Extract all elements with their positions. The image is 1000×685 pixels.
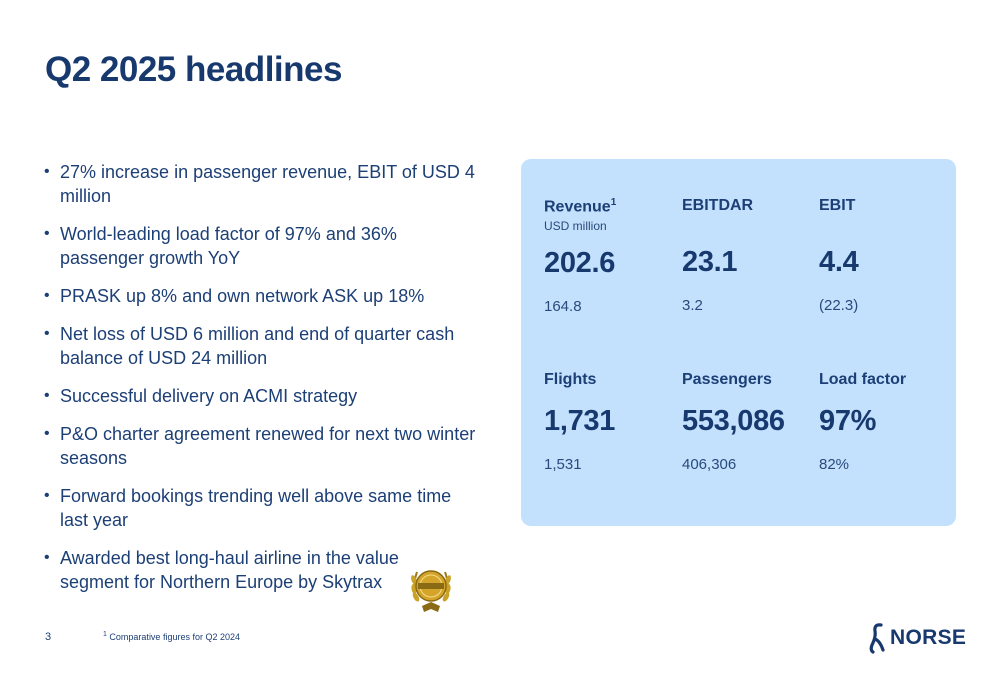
footnote-marker: 1 <box>103 631 107 638</box>
kpi-value: 23.1 <box>682 246 738 278</box>
footnote: 1 Comparative figures for Q2 2024 <box>103 631 240 642</box>
page-title: Q2 2025 headlines <box>45 50 342 89</box>
footnote-marker: 1 <box>610 197 617 208</box>
skytrax-award-laurel-icon <box>411 570 451 612</box>
kpi-passengers: Passengers 553,086 406,306 <box>682 371 812 473</box>
norse-logo-mark-icon <box>869 623 885 654</box>
kpi-value: 202.6 <box>544 247 616 280</box>
kpi-prior-value: (22.3) <box>819 297 859 314</box>
kpi-prior-value: 3.2 <box>682 297 703 314</box>
kpi-label: Load factor <box>819 371 907 388</box>
bullet-item: Net loss of USD 6 million and end of qua… <box>44 322 484 370</box>
kpi-prior-value: 164.8 <box>544 298 582 316</box>
bullet-item: Forward bookings trending well above sam… <box>44 484 484 532</box>
kpi-prior-value: 406,306 <box>682 456 737 473</box>
kpi-card: Revenue1 USD million 202.6 164.8 EBITDAR… <box>521 159 956 526</box>
bullet-item: 27% increase in passenger revenue, EBIT … <box>44 160 484 208</box>
kpi-flights: Flights 1,731 1,531 <box>544 371 674 473</box>
page-number: 3 <box>45 631 52 643</box>
logo-text: NORSE <box>890 626 967 649</box>
kpi-unit-spacer <box>682 218 812 232</box>
kpi-prior-value: 82% <box>819 456 850 473</box>
kpi-label: EBIT <box>819 197 856 214</box>
bullet-item: PRASK up 8% and own network ASK up 18% <box>44 284 484 308</box>
kpi-label: Flights <box>544 371 597 388</box>
kpi-ebitdar: EBITDAR 23.1 3.2 <box>682 197 812 314</box>
kpi-ebit: EBIT 4.4 (22.3) <box>819 197 949 314</box>
kpi-label: EBITDAR <box>682 197 754 214</box>
kpi-label: Passengers <box>682 371 772 388</box>
kpi-revenue: Revenue1 USD million 202.6 164.8 <box>544 197 674 315</box>
kpi-value: 4.4 <box>819 246 859 278</box>
footnote-text: Comparative figures for Q2 2024 <box>109 632 240 642</box>
norse-logo: NORSE <box>868 621 966 655</box>
bullet-item: Awarded best long-haul airline in the va… <box>44 546 405 594</box>
kpi-value: 553,086 <box>682 405 785 437</box>
kpi-load-factor: Load factor 97% 82% <box>819 371 949 473</box>
bullet-item: World-leading load factor of 97% and 36%… <box>44 222 484 270</box>
kpi-value: 97% <box>819 405 877 437</box>
kpi-value: 1,731 <box>544 405 616 437</box>
bullet-item: Successful delivery on ACMI strategy <box>44 384 484 408</box>
kpi-label: Revenue1 <box>544 197 617 216</box>
bullet-item: P&O charter agreement renewed for next t… <box>44 422 484 470</box>
kpi-unit: USD million <box>544 219 607 234</box>
kpi-prior-value: 1,531 <box>544 456 582 473</box>
headline-bullet-list: 27% increase in passenger revenue, EBIT … <box>44 160 484 608</box>
kpi-unit-spacer <box>819 218 949 232</box>
